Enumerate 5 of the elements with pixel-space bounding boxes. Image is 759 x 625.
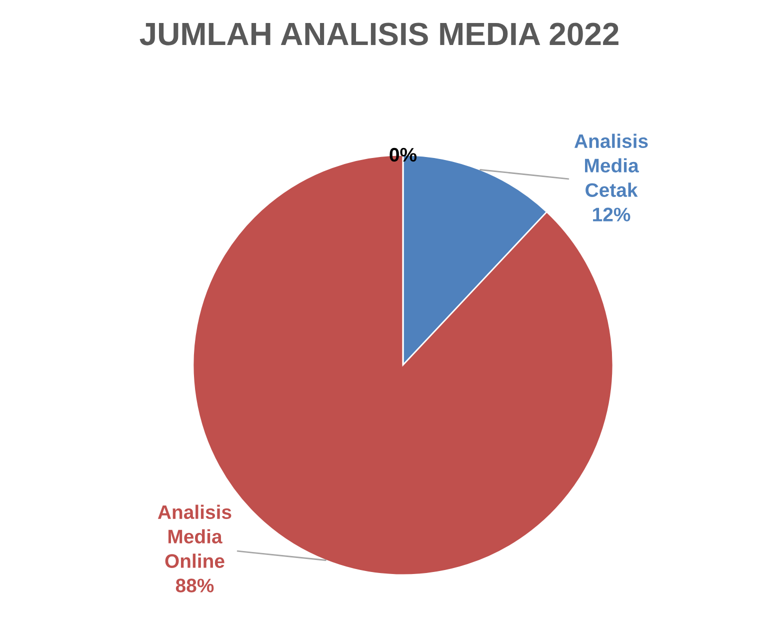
data-label: 12% [593, 208, 630, 222]
data-label: 88% [176, 578, 214, 592]
chart-title: JUMLAH ANALISIS MEDIA 2022 [140, 22, 618, 46]
slice-label: Analisis Media Cetak [574, 134, 648, 197]
slice-label: Analisis Media Online [158, 504, 232, 568]
